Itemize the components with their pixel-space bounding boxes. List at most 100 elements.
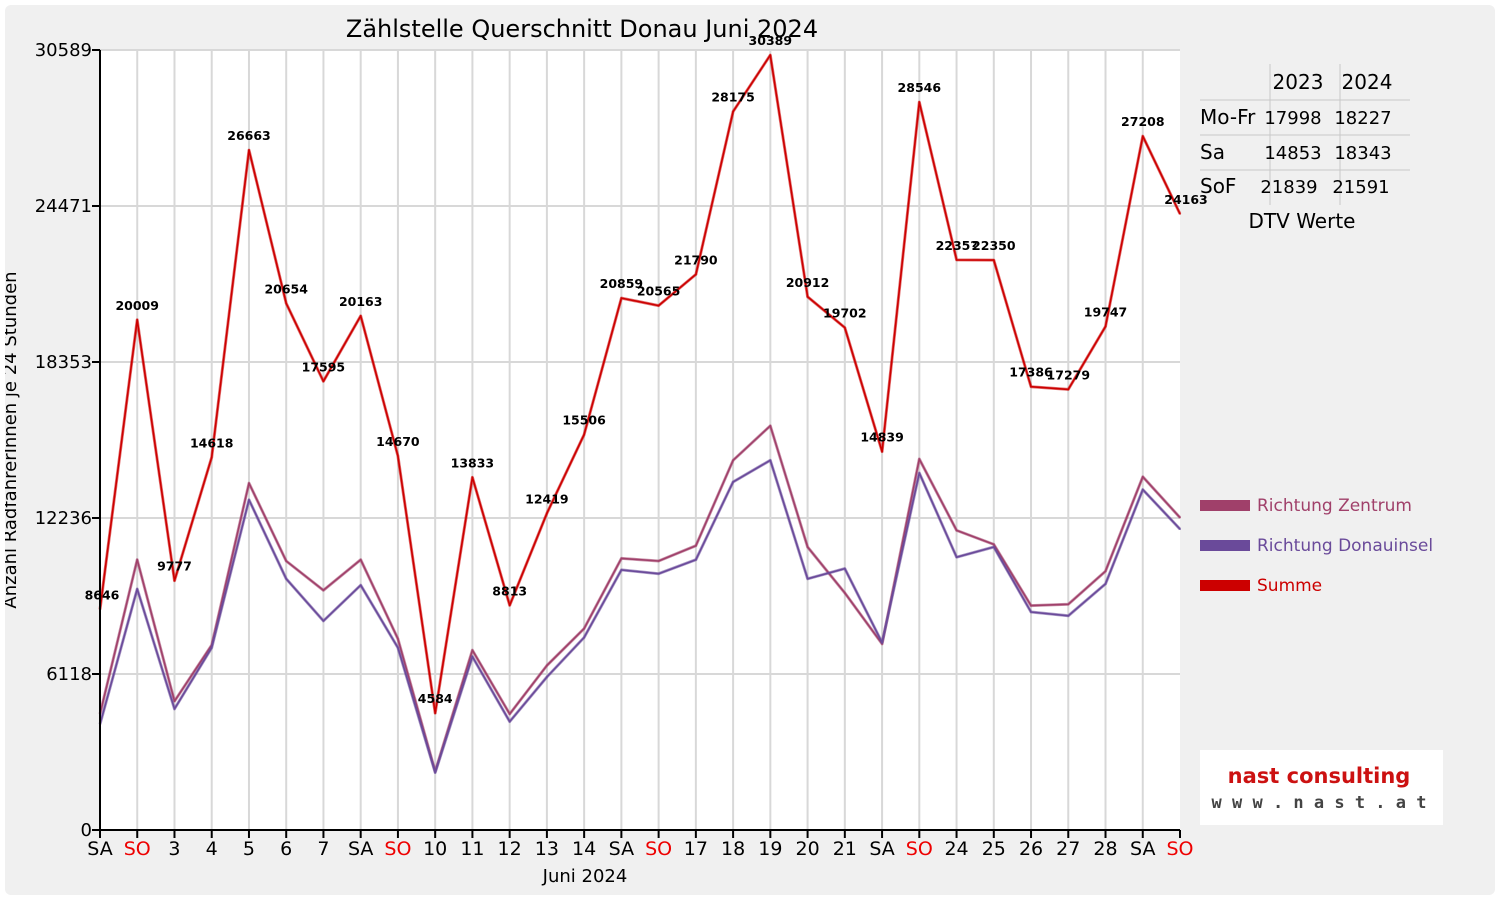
data-label: 20859 [600, 276, 644, 291]
data-point [322, 620, 325, 622]
data-point [508, 604, 511, 607]
data-point [248, 499, 250, 501]
chart-svg: 0 6118 12236 18353 24471 30589 SA SO 3 4 5 6 7 SA SO 1… [5, 15, 1443, 887]
data-point [359, 315, 362, 317]
data-point [955, 556, 958, 558]
dtv-table: 2023 2024 Mo-Fr 17998 18227 Sa 14853 183… [1200, 64, 1410, 233]
x-tick-label: SO [124, 838, 151, 860]
logo-brand: nast consulting [1228, 764, 1411, 788]
legend-label-zentrum: Richtung Zentrum [1257, 496, 1412, 516]
table-row-label: SoF [1200, 174, 1236, 198]
x-tick-label: 27 [1056, 838, 1080, 860]
x-tick-label: 20 [795, 838, 819, 860]
table-col-header: 2023 [1273, 70, 1324, 94]
data-point [1179, 213, 1181, 215]
data-label: 28175 [711, 90, 755, 105]
series-line-0 [99, 424, 1181, 773]
data-point [769, 54, 772, 56]
x-tick-label: SA [348, 838, 373, 860]
legend-swatch-donauinsel [1200, 540, 1250, 551]
x-tick-label: 5 [243, 838, 255, 860]
data-point [695, 273, 697, 276]
x-tick-label: 28 [1093, 838, 1117, 860]
data-point [434, 771, 437, 774]
x-tick-label: SO [906, 838, 933, 860]
y-axis-ticks: 0 6118 12236 18353 24471 30589 [35, 40, 100, 841]
data-point [1104, 325, 1107, 328]
y-tick-label: 30589 [35, 40, 92, 61]
data-point [546, 664, 548, 667]
data-point [508, 713, 511, 715]
data-point [918, 101, 921, 103]
logo-url: w w w . n a s t . a t [1212, 793, 1427, 813]
legend-label-summe: Summe [1257, 576, 1322, 596]
data-point [806, 296, 809, 298]
data-label: 8646 [85, 588, 120, 603]
x-tick-label: 13 [535, 838, 559, 860]
x-tick-label: 25 [982, 838, 1006, 860]
data-label: 17386 [1009, 365, 1053, 380]
data-point [1030, 385, 1032, 388]
data-point [322, 589, 325, 592]
data-label: 17595 [302, 359, 346, 374]
data-point [1142, 476, 1144, 478]
data-label: 4584 [418, 691, 453, 706]
x-tick-label: SO [384, 838, 411, 860]
data-point [136, 558, 138, 561]
data-point [657, 304, 660, 307]
data-point [508, 720, 511, 723]
y-axis-label: Anzahl RadfahrerInnen je 24 Stunden [5, 271, 21, 608]
data-label: 19702 [823, 306, 867, 321]
series-line-1 [99, 459, 1181, 774]
data-point [471, 655, 474, 658]
data-point [583, 627, 585, 630]
data-point [1179, 528, 1181, 530]
x-tick-label: SO [645, 838, 672, 860]
x-tick-label: SA [87, 838, 112, 860]
data-point [546, 676, 548, 678]
data-label: 12419 [525, 491, 569, 506]
data-label: 24163 [1164, 192, 1208, 207]
data-point [583, 433, 585, 436]
data-point [173, 579, 176, 582]
data-point [397, 646, 399, 649]
data-point [173, 708, 176, 710]
table-cell: 18227 [1334, 108, 1391, 129]
data-point [844, 592, 846, 594]
x-tick-label: 26 [1019, 838, 1043, 860]
data-point [136, 588, 138, 590]
x-tick-label: 10 [423, 838, 447, 860]
data-label: 28546 [898, 80, 942, 95]
data-point [657, 572, 660, 575]
y-tick-label: 24471 [35, 196, 92, 217]
data-point [1067, 388, 1070, 391]
data-point [359, 584, 362, 586]
data-label: 9777 [157, 559, 192, 574]
data-label: 20912 [786, 275, 830, 290]
data-point [285, 302, 288, 305]
data-point [844, 567, 846, 570]
data-label: 2235? [936, 238, 978, 253]
data-point [583, 636, 585, 639]
x-tick-label: 14 [572, 838, 596, 860]
data-point [434, 712, 437, 714]
data-point [769, 425, 772, 427]
data-point [1067, 603, 1070, 606]
data-point [695, 544, 697, 547]
y-tick-label: 18353 [35, 352, 92, 373]
y-tick-label: 6118 [46, 664, 92, 685]
table-cell: 18343 [1334, 143, 1391, 164]
data-point [695, 558, 697, 561]
data-point [620, 557, 623, 560]
data-point [918, 458, 921, 460]
legend: Richtung Zentrum Richtung Donauinsel Sum… [1200, 496, 1433, 596]
data-point [1142, 135, 1144, 137]
data-point [806, 546, 809, 548]
x-axis-label: Juni 2024 [542, 866, 628, 887]
x-tick-label: 21 [833, 838, 857, 860]
data-label: 27208 [1121, 114, 1165, 129]
data-point [173, 700, 176, 702]
data-point [285, 578, 288, 580]
legend-swatch-summe [1200, 580, 1250, 591]
data-label: 8813 [492, 583, 527, 598]
